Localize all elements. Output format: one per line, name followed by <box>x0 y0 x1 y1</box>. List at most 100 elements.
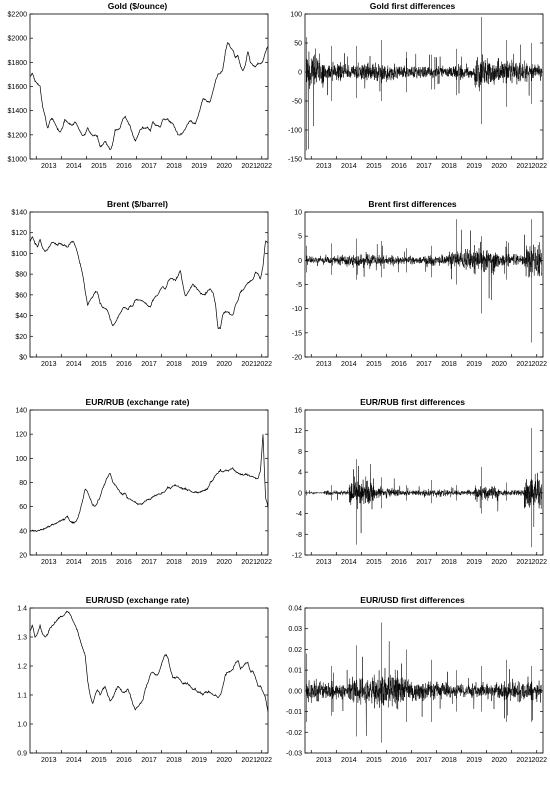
plot-frame <box>304 13 544 160</box>
x-tick-label: 2019 <box>191 163 207 170</box>
x-tick-label: 2015 <box>91 757 107 764</box>
x-tick-label: 2015 <box>91 361 107 368</box>
x-tick-label: 2017 <box>416 757 432 764</box>
y-tick-label: 0 <box>298 258 302 265</box>
y-tick-label: 40 <box>19 528 27 535</box>
series-line <box>29 434 269 532</box>
x-tick-label: 2021 <box>241 757 257 764</box>
x-tick-label: 2014 <box>66 163 82 170</box>
y-tick-label: 4 <box>298 470 302 477</box>
x-tick-label: 2017 <box>141 757 157 764</box>
series-line <box>29 42 269 150</box>
x-tick-label: 2021 <box>516 361 532 368</box>
chart-eurusd-diff: EUR/USD first differences -0.03 -0.02 -0.01… <box>275 594 550 792</box>
y-tick-label: 10 <box>294 210 302 217</box>
series-line <box>306 641 542 736</box>
y-tick-label: -12 <box>292 553 302 560</box>
y-tick-label: 80 <box>19 480 27 487</box>
x-tick-label: 2018 <box>166 559 182 566</box>
series-line <box>306 463 542 534</box>
x-tick-label: 2014 <box>66 559 82 566</box>
x-tick-label: 2022 <box>531 559 547 566</box>
y-tick-label: 0 <box>298 70 302 77</box>
x-tick-label: 2016 <box>116 163 132 170</box>
y-tick-label: 1.3 <box>17 635 27 642</box>
x-tick-label: 2022 <box>531 757 547 764</box>
y-tick-label: -0.02 <box>286 730 302 737</box>
series-line <box>306 229 542 301</box>
y-tick-label: $2200 <box>8 12 28 19</box>
x-tick-label: 2019 <box>466 361 482 368</box>
chart-svg: $1000 $1200 $1400 $1600 $1800 $2000 $2200 2013 2… <box>8 12 273 171</box>
plot-frame <box>304 607 544 754</box>
x-tick-label: 2014 <box>341 559 357 566</box>
plot-frame <box>304 211 544 358</box>
chart-brent-diff: Brent first differences -20 -15 -10 -5 0 5 10 20… <box>275 198 550 396</box>
x-tick-label: 2022 <box>256 757 272 764</box>
x-tick-label: 2016 <box>391 559 407 566</box>
x-tick-label: 2019 <box>191 757 207 764</box>
x-tick-label: 2014 <box>66 757 82 764</box>
y-tick-label: 1.2 <box>17 664 27 671</box>
x-tick-label: 2016 <box>116 757 132 764</box>
x-tick-label: 2013 <box>316 163 332 170</box>
y-tick-label: $140 <box>11 210 27 217</box>
x-tick-label: 2020 <box>491 757 507 764</box>
y-tick-label: -10 <box>292 306 302 313</box>
chart-svg: 0.9 1.0 1.1 1.2 1.3 1.4 2013 2014 2015 2016 2017 20… <box>17 606 272 765</box>
chart-title: Gold ($/ounce) <box>107 1 168 11</box>
x-tick-label: 2013 <box>41 163 57 170</box>
x-tick-label: 2020 <box>216 361 232 368</box>
y-tick-label: $100 <box>11 251 27 258</box>
x-tick-label: 2015 <box>366 757 382 764</box>
x-tick-label: 2013 <box>41 361 57 368</box>
x-tick-label: 2014 <box>341 757 357 764</box>
x-tick-label: 2015 <box>91 559 107 566</box>
x-tick-label: 2017 <box>141 361 157 368</box>
x-tick-label: 2016 <box>116 559 132 566</box>
x-tick-label: 2013 <box>41 559 57 566</box>
x-tick-label: 2017 <box>416 361 432 368</box>
y-tick-label: -5 <box>296 282 302 289</box>
y-tick-label: 1.0 <box>17 722 27 729</box>
y-tick-label: $40 <box>15 313 27 320</box>
y-tick-label: 12 <box>294 428 302 435</box>
x-tick-label: 2018 <box>441 361 457 368</box>
y-tick-label: 0.03 <box>288 626 302 633</box>
y-tick-label: $1000 <box>8 157 28 164</box>
y-tick-label: $0 <box>19 355 27 362</box>
chart-svg: 20 40 60 80 100 120 140 2013 2014 2015 2016 2017 201… <box>15 408 272 567</box>
x-tick-label: 2016 <box>116 361 132 368</box>
chart-gold: Gold ($/ounce) $1000 $1200 $1400 $1600 $1800 $… <box>0 0 275 198</box>
y-tick-label: 0.9 <box>17 751 27 758</box>
y-tick-label: $20 <box>15 334 27 341</box>
series-line <box>29 236 269 330</box>
x-tick-label: 2018 <box>441 163 457 170</box>
x-tick-label: 2015 <box>366 361 382 368</box>
y-tick-label: 60 <box>19 504 27 511</box>
x-tick-label: 2022 <box>256 361 272 368</box>
y-tick-label: 100 <box>290 12 302 19</box>
x-tick-label: 2013 <box>41 757 57 764</box>
x-tick-label: 2022 <box>531 361 547 368</box>
y-tick-label: $1600 <box>8 84 28 91</box>
x-tick-label: 2015 <box>366 559 382 566</box>
x-tick-label: 2020 <box>491 163 507 170</box>
y-tick-label: -100 <box>288 128 302 135</box>
chart-title: EUR/RUB (exchange rate) <box>85 397 190 407</box>
y-tick-label: 1.4 <box>17 606 27 613</box>
series-line <box>306 44 542 150</box>
x-tick-label: 2017 <box>416 559 432 566</box>
x-tick-label: 2018 <box>166 163 182 170</box>
y-tick-label: $80 <box>15 272 27 279</box>
y-tick-label: 0.01 <box>288 668 302 675</box>
y-tick-label: 0.04 <box>288 606 302 613</box>
x-tick-label: 2015 <box>366 163 382 170</box>
series-line <box>29 610 269 713</box>
y-tick-label: 120 <box>15 432 27 439</box>
plot-frame <box>29 13 269 160</box>
x-tick-label: 2018 <box>441 757 457 764</box>
x-tick-label: 2021 <box>516 757 532 764</box>
x-tick-label: 2019 <box>466 163 482 170</box>
x-tick-label: 2013 <box>316 559 332 566</box>
